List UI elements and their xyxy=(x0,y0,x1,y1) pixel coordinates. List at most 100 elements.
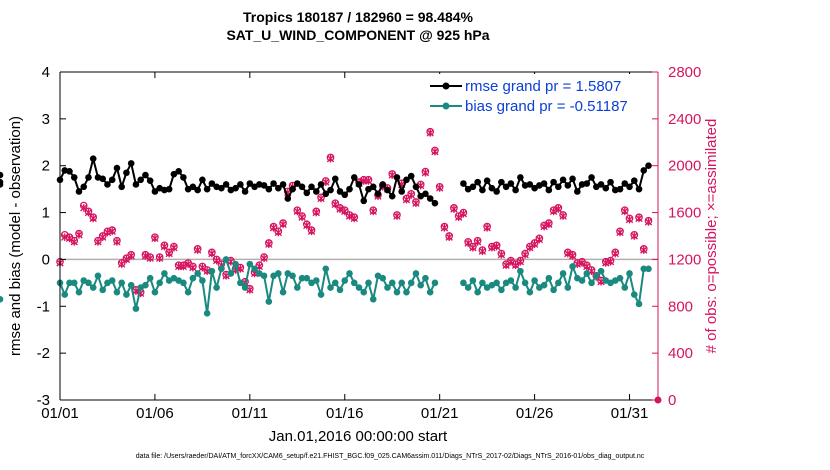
bias-point xyxy=(294,284,301,291)
bias-point xyxy=(517,267,524,275)
bias-point xyxy=(431,279,439,287)
obs-assimilated-point xyxy=(364,177,373,185)
obs-assimilated-point xyxy=(516,257,525,266)
rmse-point xyxy=(118,183,125,191)
bias-point xyxy=(156,279,163,287)
bias-point xyxy=(616,274,624,282)
bias-point xyxy=(531,277,538,284)
bias-point xyxy=(398,279,406,287)
rmse-point xyxy=(512,186,519,194)
rmse-point xyxy=(317,181,325,188)
rmse-point xyxy=(99,175,107,183)
rmse-point xyxy=(175,168,182,175)
rmse-point xyxy=(208,180,216,187)
obs-assimilated-point xyxy=(317,194,325,203)
obs-assimilated-point xyxy=(189,263,197,272)
rmse-point xyxy=(66,168,73,175)
bias-point xyxy=(222,256,230,263)
rmse-point xyxy=(350,174,358,181)
bias-point xyxy=(251,265,258,273)
bias-point xyxy=(66,279,73,287)
rmse-point xyxy=(289,185,296,193)
bias-point xyxy=(583,270,591,277)
obs-assimilated-point xyxy=(298,213,306,222)
rmse-point xyxy=(241,188,249,195)
obs-assimilated-point xyxy=(279,220,287,229)
obs-assimilated-point xyxy=(616,228,624,237)
bias-point xyxy=(341,277,349,284)
x-tick-label: 01/01 xyxy=(41,405,79,422)
bias-point xyxy=(322,265,330,273)
bias-point xyxy=(99,286,107,294)
bias-point xyxy=(379,274,387,282)
bias-point xyxy=(588,279,595,287)
obs-assimilated-point xyxy=(89,214,97,223)
axes: 01/01 01/06 01/11 01/16 01/21 01/26 01/31 -3 -2 -… xyxy=(37,64,702,422)
rmse-point xyxy=(355,181,363,188)
rmse-point xyxy=(488,184,496,192)
bias-point xyxy=(384,284,391,291)
bias-point xyxy=(393,288,401,296)
rmse-point xyxy=(388,192,396,200)
rmse-point xyxy=(493,188,500,195)
rmse-point xyxy=(431,199,439,207)
bias-point xyxy=(526,288,534,296)
rmse-point xyxy=(635,185,643,193)
legend-rmse-label: rmse grand pr = 1.5807 xyxy=(465,78,621,95)
bias-point xyxy=(199,277,206,284)
rmse-point xyxy=(222,181,230,188)
obs-assimilated-point xyxy=(265,240,273,248)
obs-assimilated-point xyxy=(127,252,135,260)
rmse-point xyxy=(630,177,638,185)
rmse-point xyxy=(474,178,481,186)
obs-assimilated-point xyxy=(630,232,638,240)
series-lines xyxy=(0,155,652,317)
obs-assimilated-point xyxy=(611,249,619,258)
bias-point xyxy=(555,279,562,287)
y2-axis-label: # of obs: o=possible; ×=assimilated xyxy=(703,119,720,354)
rmse-point xyxy=(180,174,187,181)
rmse-point xyxy=(393,174,401,181)
bias-point xyxy=(479,279,486,287)
rmse-point xyxy=(151,188,159,195)
obs-assimilated-point xyxy=(350,214,358,223)
x-tick-label: 01/26 xyxy=(516,405,554,422)
obs-assimilated-point xyxy=(621,207,629,216)
rmse-point xyxy=(312,188,320,195)
rmse-point xyxy=(322,190,330,198)
bias-point xyxy=(213,284,220,291)
bias-point xyxy=(493,279,500,287)
rmse-point xyxy=(384,186,391,194)
bias-point xyxy=(464,284,472,291)
bias-point xyxy=(460,279,467,287)
obs-assimilated-point xyxy=(146,254,154,263)
y-tick-label: 4 xyxy=(42,64,50,81)
obs-assimilated-point xyxy=(326,154,335,163)
bias-point xyxy=(559,270,567,277)
rmse-point xyxy=(597,181,605,188)
bias-point xyxy=(597,267,605,275)
obs-assimilated-point xyxy=(635,214,643,223)
y2-tick-label: 2000 xyxy=(668,158,701,175)
bias-point xyxy=(189,274,197,282)
bias-point xyxy=(640,265,648,273)
rmse-point xyxy=(294,180,301,187)
obs-assimilated-point xyxy=(644,218,653,226)
x-tick-label: 01/06 xyxy=(136,405,174,422)
obs-assimilated-point xyxy=(440,224,449,232)
bias-point xyxy=(132,305,140,312)
bias-point xyxy=(540,281,548,289)
bias-point xyxy=(407,279,415,287)
rmse-point xyxy=(142,171,149,179)
bias-point xyxy=(85,279,92,287)
legend: rmse grand pr = 1.5807 bias grand pr = -… xyxy=(426,74,648,118)
obs-assimilated-point xyxy=(445,233,453,241)
obs-assimilated-point xyxy=(369,207,377,216)
rmse-point xyxy=(403,176,410,184)
rmse-point xyxy=(479,186,486,194)
bias-point xyxy=(346,270,353,277)
y2-tick-label: 400 xyxy=(668,345,693,362)
y-tick-label: -3 xyxy=(37,392,50,409)
rmse-point xyxy=(645,162,652,170)
